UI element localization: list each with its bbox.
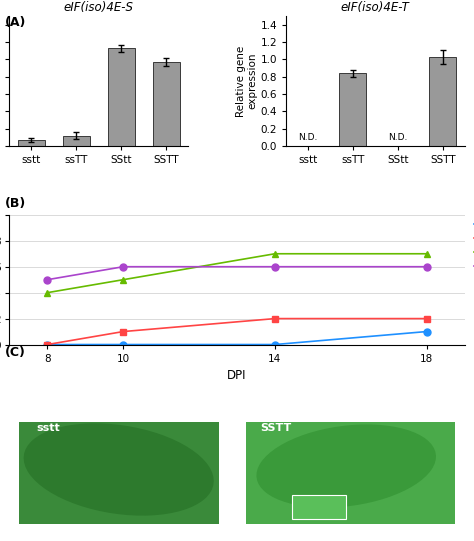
X-axis label: DPI: DPI bbox=[227, 369, 247, 382]
FancyBboxPatch shape bbox=[246, 421, 456, 524]
ssTT bbox=[120, 328, 126, 335]
Line: SStt: SStt bbox=[44, 250, 430, 296]
Ellipse shape bbox=[256, 425, 436, 507]
Title: eIF(iso)4E-S: eIF(iso)4E-S bbox=[64, 1, 134, 14]
SSTT bbox=[45, 276, 50, 283]
Line: SSTT: SSTT bbox=[44, 263, 430, 283]
Text: SSTT: SSTT bbox=[260, 423, 291, 433]
SStt bbox=[424, 250, 429, 257]
Ellipse shape bbox=[24, 424, 214, 516]
Y-axis label: Relative gene
expression: Relative gene expression bbox=[236, 45, 258, 117]
SSTT bbox=[272, 263, 278, 270]
Line: sstt: sstt bbox=[44, 328, 430, 348]
sstt bbox=[424, 328, 429, 335]
Text: N.D.: N.D. bbox=[388, 133, 408, 142]
Bar bbox=[63, 136, 90, 146]
Text: sstt: sstt bbox=[37, 423, 61, 433]
Bar bbox=[292, 495, 346, 518]
sstt bbox=[120, 341, 126, 348]
SStt bbox=[120, 276, 126, 283]
Line: ssTT: ssTT bbox=[44, 315, 430, 348]
sstt bbox=[45, 341, 50, 348]
FancyBboxPatch shape bbox=[18, 421, 219, 524]
Bar bbox=[339, 73, 366, 146]
SSTT bbox=[424, 263, 429, 270]
Text: (B): (B) bbox=[5, 197, 26, 210]
SStt bbox=[45, 289, 50, 296]
Bar bbox=[108, 48, 135, 146]
Bar bbox=[429, 57, 456, 146]
Text: N.D.: N.D. bbox=[298, 133, 318, 142]
ssTT bbox=[424, 315, 429, 322]
SSTT bbox=[120, 263, 126, 270]
Title: eIF(iso)4E-T: eIF(iso)4E-T bbox=[341, 1, 410, 14]
Text: (C): (C) bbox=[5, 346, 26, 359]
sstt bbox=[272, 341, 278, 348]
ssTT bbox=[272, 315, 278, 322]
ssTT bbox=[45, 341, 50, 348]
Bar bbox=[18, 140, 45, 146]
Bar bbox=[153, 62, 180, 146]
SStt bbox=[272, 250, 278, 257]
Text: (A): (A) bbox=[5, 16, 26, 29]
